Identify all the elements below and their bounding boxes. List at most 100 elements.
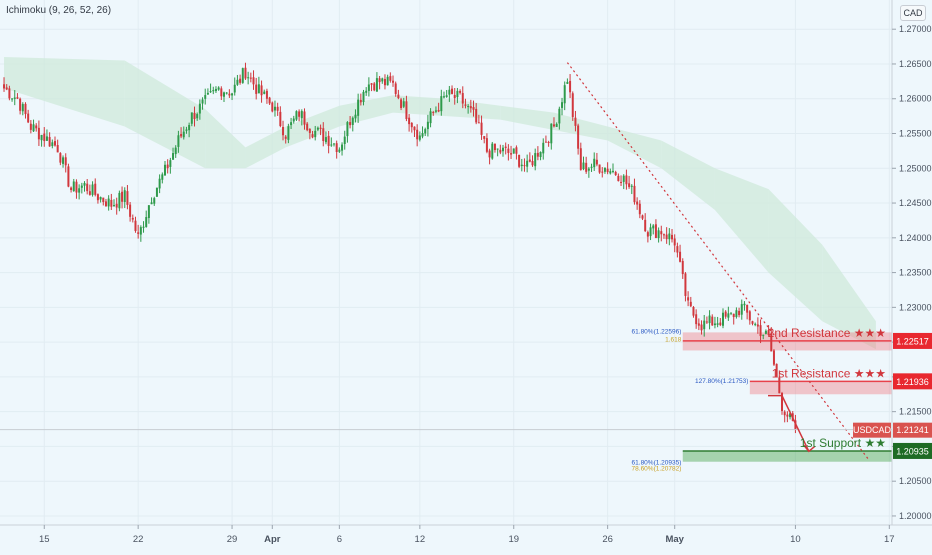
level-price-tag [893, 332, 932, 349]
candle-body [24, 103, 27, 115]
candle-body [781, 393, 784, 412]
candle-body [606, 168, 609, 173]
candle-body [483, 136, 486, 139]
level-price-tag-text: 1.20935 [896, 446, 929, 456]
candle-body [150, 202, 153, 205]
candle-body [754, 323, 757, 325]
candle-body [268, 97, 271, 104]
candle-body [287, 126, 290, 140]
candle-body [408, 117, 411, 125]
cloud-segment [714, 168, 769, 273]
fib-label: 78.60%(1.20782) [632, 466, 682, 473]
candle-body [579, 148, 582, 170]
candle-body [290, 122, 293, 126]
time-tick-label: 19 [508, 534, 519, 545]
candle-body [671, 234, 674, 240]
candle-body [21, 104, 24, 112]
candle-body [620, 181, 623, 183]
candle-body [523, 165, 526, 167]
candle-body [547, 142, 550, 144]
candle-body [341, 144, 344, 151]
candle-body [531, 161, 534, 166]
candle-body [585, 162, 588, 172]
candle-body [622, 175, 625, 182]
candle-body [153, 198, 156, 204]
candle-body [789, 413, 792, 418]
candle-body [772, 350, 775, 365]
candle-body [104, 201, 107, 207]
candle-body [96, 194, 99, 201]
candle-body [303, 111, 306, 125]
candle-body [687, 297, 690, 301]
candle-body [209, 91, 212, 93]
candle-body [241, 68, 244, 83]
cloud-segment [205, 109, 246, 169]
level-price-tag [893, 373, 932, 390]
price-tick-label: 1.23000 [899, 302, 932, 312]
candle-body [110, 199, 113, 207]
candle-body [711, 316, 714, 326]
candle-body [684, 273, 687, 296]
candle-body [542, 142, 545, 154]
candle-body [708, 315, 711, 324]
candle-body [633, 185, 636, 203]
candle-body [32, 124, 35, 132]
candle-body [300, 111, 303, 119]
candle-body [574, 117, 577, 126]
candle-body [555, 123, 558, 127]
candle-body [362, 91, 365, 102]
candle-body [724, 311, 727, 317]
candle-body [767, 330, 770, 335]
level-zone [749, 381, 892, 395]
time-tick-label: 15 [39, 534, 50, 545]
level-zone [682, 451, 892, 462]
candle-body [453, 95, 456, 98]
candle-body [276, 106, 279, 111]
candle-body [29, 123, 32, 130]
price-tick-label: 1.20000 [899, 511, 932, 521]
candle-body [536, 152, 539, 157]
candle-body [64, 157, 67, 166]
candle-body [526, 160, 529, 167]
candle-body [528, 159, 531, 162]
candle-body [121, 191, 124, 202]
candle-body [51, 142, 54, 147]
price-tick-label: 1.26500 [899, 59, 932, 69]
candle-body [392, 80, 395, 83]
candle-body [641, 215, 644, 219]
candle-body [180, 133, 183, 137]
indicator-legend[interactable]: Ichimoku (9, 26, 52, 26) [6, 5, 112, 16]
candle-body [155, 187, 158, 197]
candle-body [459, 91, 462, 93]
candle-body [78, 188, 81, 193]
candle-body [13, 97, 16, 99]
candles [3, 62, 797, 434]
currency-button[interactable]: CAD [900, 5, 926, 21]
candle-body [185, 129, 188, 131]
price-tick-label: 1.20500 [899, 476, 932, 486]
candle-body [188, 125, 191, 131]
price-tick-label: 1.25500 [899, 129, 932, 139]
cloud-segment [768, 189, 823, 322]
candle-body [394, 83, 397, 94]
candle-body [571, 93, 574, 118]
candle-body [19, 98, 22, 111]
candle-body [461, 93, 464, 104]
candle-body [673, 238, 676, 246]
candle-body [451, 88, 454, 94]
candle-body [735, 310, 738, 317]
candle-body [260, 85, 263, 96]
candle-body [282, 127, 285, 136]
candle-body [83, 183, 86, 186]
candle-body [349, 122, 352, 126]
fib-label: 61.80%(1.22596) [632, 328, 682, 335]
candle-body [80, 185, 83, 188]
candle-body [201, 99, 204, 104]
candle-body [617, 175, 620, 182]
candle-body [45, 136, 48, 141]
candle-body [311, 134, 314, 138]
candle-body [86, 183, 89, 192]
level-zones [682, 332, 892, 462]
